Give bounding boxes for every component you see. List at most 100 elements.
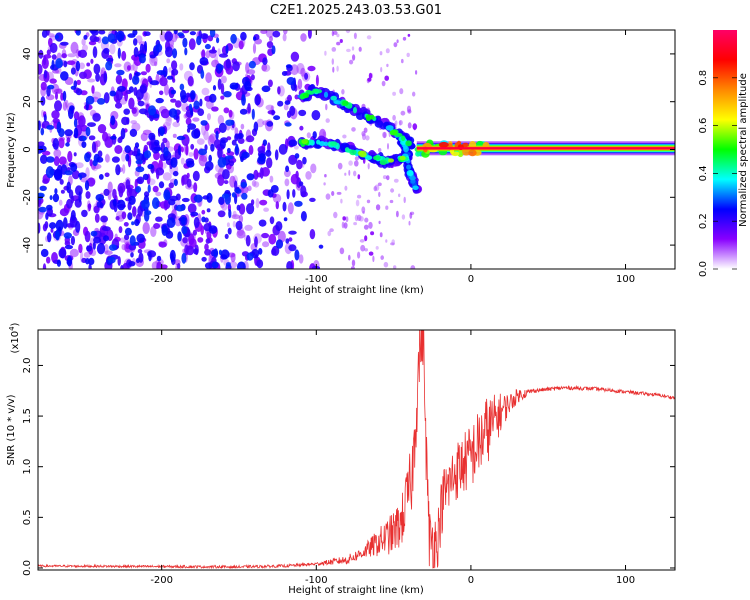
spectrogram-cell: [253, 121, 259, 132]
spectrogram-cell: [63, 232, 72, 239]
spectrogram-cell: [412, 185, 419, 191]
spectrogram-cell: [393, 265, 397, 269]
spectrogram-cell: [38, 63, 43, 75]
spectrogram-cell: [124, 227, 132, 236]
spectrogram-y-label: Frequency (Hz): [6, 112, 17, 188]
spectrogram-cell: [53, 156, 60, 167]
spectrogram-cell: [128, 86, 134, 93]
spectrogram-cell: [66, 181, 71, 194]
spectrogram-cell: [117, 85, 126, 92]
spectrogram-cell: [111, 156, 120, 163]
spectrogram-cell: [357, 214, 362, 221]
spectrogram-cell: [104, 136, 114, 148]
spectrogram-cell: [383, 261, 389, 268]
spectrogram-cell: [344, 147, 350, 153]
spectrogram-cell: [42, 178, 49, 184]
spectrogram-cell: [220, 83, 225, 95]
spectrogram-cell: [58, 199, 63, 206]
spectrogram-cell: [150, 80, 159, 86]
spectrogram-cell: [70, 210, 76, 221]
spectrogram-cell: [131, 107, 137, 114]
spectrogram-cell: [123, 222, 129, 227]
spectrogram-cell: [300, 211, 307, 222]
spectrogram-cell: [274, 149, 279, 161]
spectrogram-cell: [142, 222, 150, 234]
spectrogram-cell: [368, 72, 373, 79]
spectrogram-cell: [189, 31, 196, 36]
spectrogram-cell: [44, 221, 49, 229]
spectrogram-cell: [351, 46, 355, 51]
spectrogram-cell: [70, 67, 76, 75]
spectrogram-cell: [81, 38, 86, 46]
spectrogram-cell: [386, 175, 390, 181]
spectrogram-cell: [348, 160, 353, 166]
spectrogram-cell: [78, 115, 86, 128]
spectrogram-cell: [399, 155, 406, 161]
spectrogram-cell: [298, 254, 304, 264]
spectrogram-cell: [342, 134, 347, 139]
spectrogram-cell: [375, 246, 379, 250]
spectrogram-cell: [218, 196, 225, 205]
spectrogram-cell: [462, 142, 469, 148]
spectrogram-cell: [185, 144, 189, 156]
spectrogram-cell: [385, 239, 388, 243]
spectrogram-cell: [180, 89, 187, 101]
spectrogram-cell: [357, 251, 361, 259]
spectrogram-cell: [270, 185, 279, 193]
spectrogram-cell: [59, 179, 64, 185]
spectrogram-cell: [330, 95, 338, 101]
spectrogram-cell: [325, 103, 328, 111]
colorbar-tick-label: 0.8: [698, 70, 709, 86]
colorbar-tick-label: 0.2: [698, 213, 709, 229]
spectrogram-cell: [373, 155, 381, 161]
spectrogram-cell: [192, 229, 197, 236]
spectrogram-cell: [110, 135, 117, 140]
spectrogram-cell: [147, 184, 151, 193]
spectrogram-cell: [231, 214, 240, 220]
spectrogram-cell: [412, 91, 416, 97]
spectrogram-cell: [229, 82, 239, 90]
spectrogram-cell: [406, 164, 412, 170]
spectrogram-cell: [354, 160, 359, 167]
spectrogram-cell: [258, 248, 263, 255]
spectrogram-cell: [96, 242, 106, 255]
spectrogram-cell: [82, 136, 87, 141]
spectrogram-cell: [75, 60, 81, 72]
spectrogram-cell: [271, 45, 276, 55]
spectrogram-cell: [301, 138, 309, 144]
spectrogram-cell: [172, 121, 180, 128]
spectrogram-cell: [143, 150, 152, 159]
spectrogram-cell: [204, 43, 211, 50]
spectrogram-cell: [379, 159, 387, 165]
spectrogram-cell: [64, 129, 73, 137]
spectrogram-cell: [192, 117, 200, 122]
spectrogram-cell: [246, 252, 254, 261]
spectrogram-cell: [166, 58, 171, 64]
spectrogram-cell: [75, 162, 84, 169]
spectrogram-cell: [185, 245, 195, 256]
spectrogram-cell: [208, 49, 217, 54]
spectrogram-cell: [213, 248, 218, 258]
spectrogram-cell: [201, 256, 207, 262]
spectrogram-cell: [300, 185, 307, 198]
spectrogram-cell: [159, 90, 164, 96]
spectrogram-cell: [64, 170, 73, 176]
spectrogram-cell: [187, 203, 197, 214]
spectrogram-cell: [46, 204, 53, 211]
spectrogram-cell: [90, 230, 98, 237]
spectrogram-cell: [226, 222, 230, 227]
spectrogram-cell: [283, 217, 288, 222]
spectrogram-cell: [201, 49, 206, 60]
x-tick-label: 0: [468, 575, 474, 586]
spectrogram-cell: [345, 30, 351, 34]
spectrogram-cell: [89, 159, 93, 167]
spectrogram-cell: [58, 137, 65, 149]
spectrogram-cell: [171, 32, 178, 43]
spectrogram-cell: [162, 137, 168, 144]
spectrogram-cell: [189, 62, 195, 71]
spectrogram-cell: [109, 90, 117, 97]
spectrogram-cell: [129, 128, 138, 137]
spectrogram-cell: [107, 33, 116, 43]
spectrogram-cell: [287, 94, 292, 102]
spectrogram-cell: [342, 216, 347, 221]
